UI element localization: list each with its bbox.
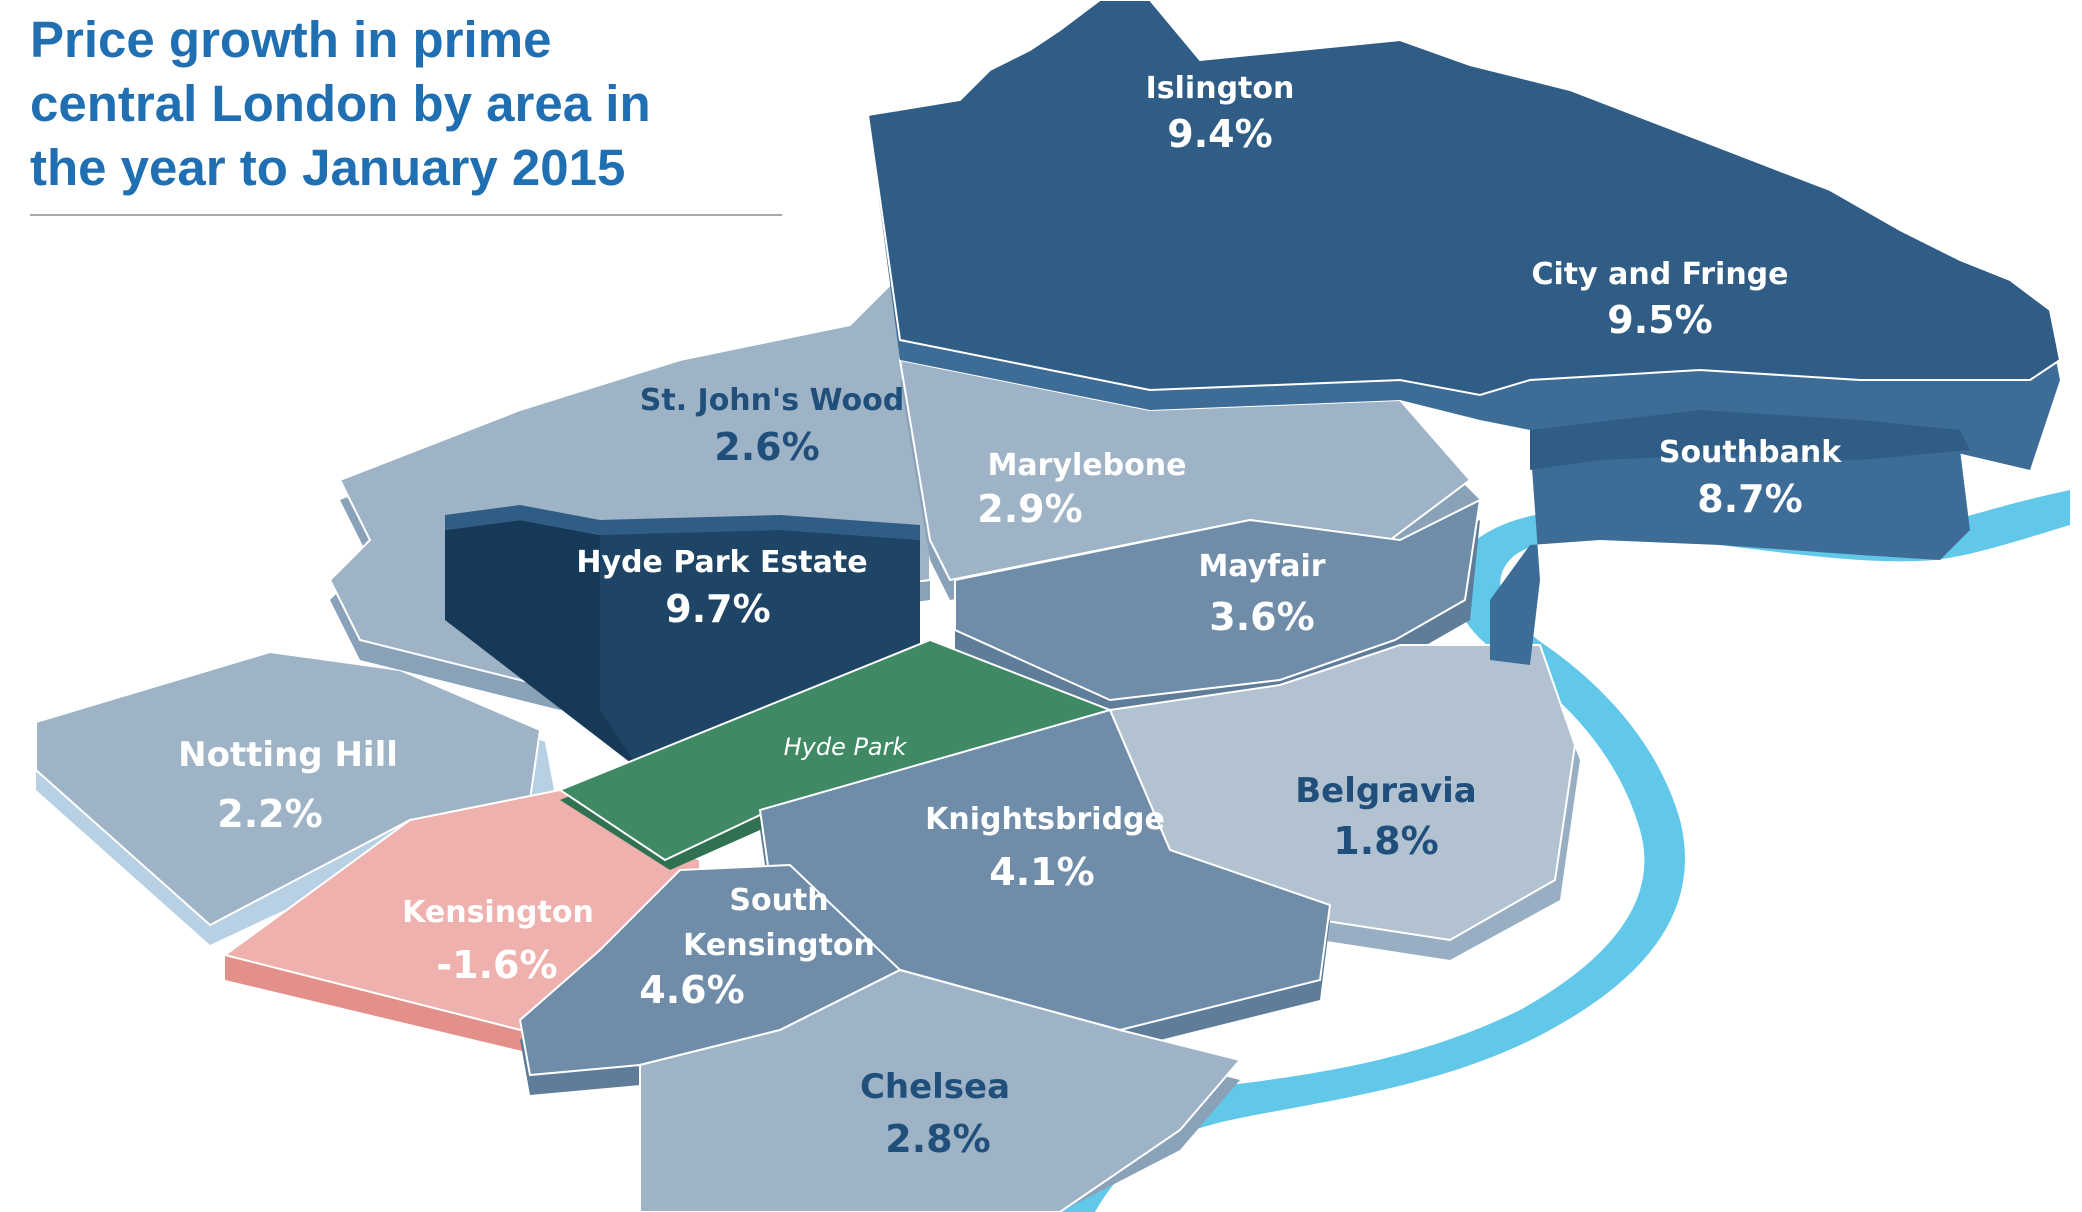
label-belgravia: Belgravia 1.8% [1295,771,1476,863]
label-st-johns-wood: St. John's Wood 2.6% [640,383,904,469]
label-southbank: Southbank 8.7% [1659,435,1842,521]
marylebone-name: Marylebone [988,448,1187,483]
label-notting-hill: Notting Hill 2.2% [178,735,398,836]
title-line-2: central London by area in [30,75,651,132]
area-chelsea[interactable] [639,968,1242,1212]
title-line-1: Price growth in prime [30,11,552,68]
label-chelsea: Chelsea 2.8% [860,1067,1010,1161]
belgravia-value: 1.8% [1333,819,1438,863]
southbank-name: Southbank [1659,435,1842,470]
area-notting-hill[interactable] [35,650,560,945]
label-south-kensington: South Kensington 4.6% [639,883,875,1012]
kensington-name: Kensington [402,895,594,930]
knightsbridge-value: 4.1% [989,850,1094,894]
marylebone-value: 2.9% [977,487,1082,531]
title-line-3: the year to January 2015 [30,139,626,196]
notting-hill-value: 2.2% [217,792,322,836]
stjohns-name: St. John's Wood [640,383,904,418]
south-kensington-name-2: Kensington [683,928,875,963]
stjohns-value: 2.6% [714,425,819,469]
label-islington: Islington 9.4% [1146,71,1295,156]
notting-hill-name: Notting Hill [178,735,398,775]
kensington-value: -1.6% [436,943,557,987]
knightsbridge-name: Knightsbridge [925,802,1165,837]
map-title: Price growth in prime central London by … [30,8,790,200]
southbank-value: 8.7% [1697,477,1802,521]
label-knightsbridge: Knightsbridge 4.1% [925,802,1165,894]
islington-name: Islington [1146,71,1295,106]
label-mayfair: Mayfair 3.6% [1198,549,1325,639]
mayfair-value: 3.6% [1209,595,1314,639]
area-knightsbridge[interactable] [758,708,1332,1050]
label-kensington: Kensington -1.6% [402,895,594,987]
city-name: City and Fringe [1532,257,1789,292]
label-hyde-park-estate: Hyde Park Estate 9.7% [576,545,867,631]
islington-value: 9.4% [1167,112,1272,156]
title-divider [30,214,782,216]
city-value: 9.5% [1607,298,1712,342]
chelsea-value: 2.8% [885,1117,990,1161]
hyde-park-estate-name: Hyde Park Estate [576,545,867,580]
south-kensington-value: 4.6% [639,968,744,1012]
hyde-park-label: Hyde Park [784,733,908,761]
hyde-park-estate-value: 9.7% [665,587,770,631]
label-city-and-fringe: City and Fringe 9.5% [1532,257,1789,342]
area-southbank[interactable] [1490,410,1970,665]
chelsea-name: Chelsea [860,1067,1010,1107]
label-marylebone: Marylebone 2.9% [977,448,1186,531]
mayfair-name: Mayfair [1198,549,1325,584]
area-islington-city[interactable] [866,0,2062,470]
belgravia-name: Belgravia [1295,771,1476,811]
south-kensington-name-1: South [729,883,828,918]
